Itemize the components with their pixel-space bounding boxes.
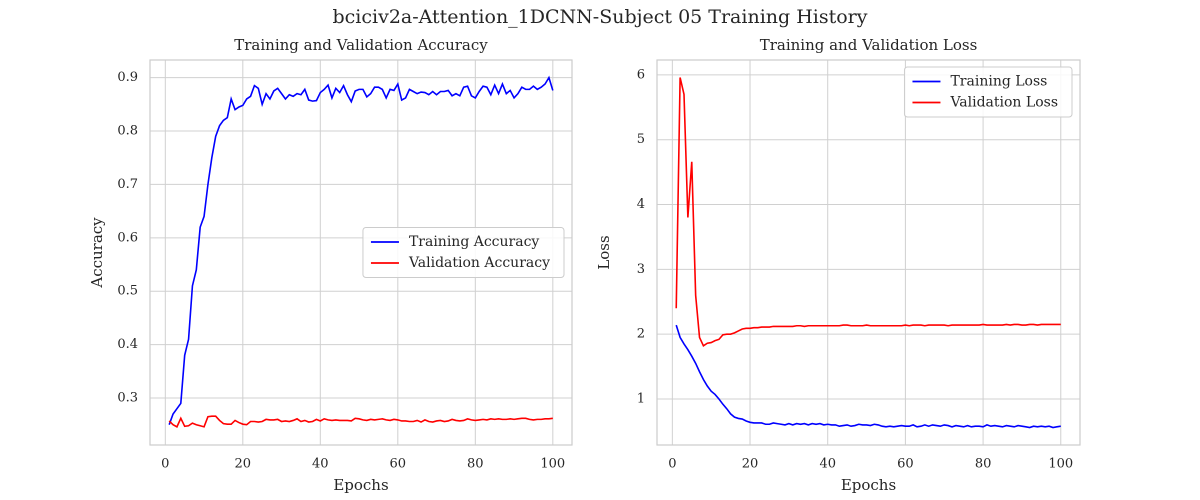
y-tick-label: 0.4 <box>117 337 138 352</box>
x-tick-label: 40 <box>819 457 836 472</box>
y-tick-label: 3 <box>637 262 645 277</box>
x-tick-label: 40 <box>312 457 329 472</box>
x-tick-label: 100 <box>1048 457 1073 472</box>
x-tick-label: 20 <box>235 457 252 472</box>
series-line <box>168 415 553 428</box>
subplot: 0 20 40 60 80 100 1 2 3 4 5 6 Training and Validatio… <box>595 36 1081 494</box>
y-tick-label: 2 <box>637 327 645 342</box>
y-tick-label: 0.6 <box>117 230 138 245</box>
x-axis-label: Epochs <box>841 476 896 494</box>
x-tick-label: 100 <box>540 457 565 472</box>
y-tick-label: 0.8 <box>117 124 138 139</box>
x-tick-label: 60 <box>897 457 914 472</box>
x-axis-label: Epochs <box>333 476 388 494</box>
y-axis-label: Loss <box>595 235 613 269</box>
x-tick-label: 60 <box>390 457 407 472</box>
y-tick-label: 0.9 <box>117 70 138 85</box>
legend-label: Training Loss <box>950 74 1047 90</box>
subplot: 0 20 40 60 80 100 0.3 0.4 0.5 0.6 0.7 0.8 0.9 Trainin… <box>88 36 573 494</box>
axes-frame <box>149 59 573 446</box>
x-tick-label: 20 <box>742 457 759 472</box>
x-tick-label: 0 <box>668 457 676 472</box>
subplot-title: Training and Validation Accuracy <box>234 36 488 54</box>
y-tick-label: 0.3 <box>117 391 138 406</box>
legend-label: Validation Accuracy <box>408 255 550 271</box>
series-line <box>675 324 1061 429</box>
legend-frame <box>903 66 1073 118</box>
legend: Training Loss Validation Loss <box>903 66 1073 118</box>
y-tick-label: 0.5 <box>117 284 138 299</box>
y-tick-label: 4 <box>637 197 645 212</box>
legend-label: Validation Loss <box>949 95 1058 111</box>
y-tick-label: 5 <box>637 132 645 147</box>
y-tick-label: 1 <box>637 391 645 406</box>
x-tick-label: 0 <box>161 457 169 472</box>
figure-title: bciciv2a-Attention_1DCNN-Subject 05 Trai… <box>332 6 867 28</box>
y-axis-label: Accuracy <box>88 217 106 289</box>
axes-frame <box>656 59 1081 446</box>
series-line <box>675 77 1061 348</box>
x-tick-label: 80 <box>467 457 484 472</box>
y-tick-label: 0.7 <box>117 177 138 192</box>
series-line <box>168 75 554 425</box>
y-tick-label: 6 <box>637 67 645 82</box>
legend-label: Training Accuracy <box>409 234 539 250</box>
legend: Training Accuracy Validation Accuracy <box>362 227 565 278</box>
subplot-title: Training and Validation Loss <box>760 36 978 54</box>
legend-frame <box>362 227 565 278</box>
x-tick-label: 80 <box>975 457 992 472</box>
